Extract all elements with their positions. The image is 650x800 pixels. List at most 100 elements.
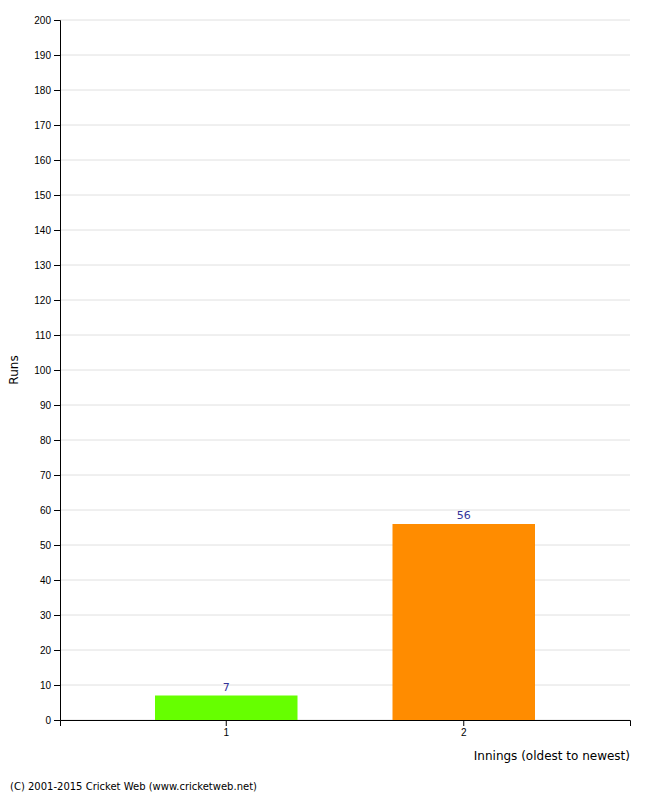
y-tick: 160: [34, 155, 60, 166]
y-axis-title: Runs: [7, 355, 21, 384]
y-axis: 0 10 20 30 40 50 60 70 80 90 100 110 120 130 140 150 160…: [34, 15, 60, 726]
y-tick-label: 10: [40, 680, 52, 691]
grid-line: [60, 265, 630, 266]
y-tick-label: 30: [40, 610, 52, 621]
y-tick-mark: [54, 370, 60, 371]
y-tick-mark: [54, 230, 60, 231]
grid-line: [60, 440, 630, 441]
grid-line: [60, 545, 630, 546]
y-tick-mark: [54, 545, 60, 546]
y-tick: 80: [40, 435, 60, 446]
grid-line: [60, 125, 630, 126]
bar: [393, 524, 536, 720]
y-tick: 200: [34, 15, 60, 26]
y-tick-mark: [54, 405, 60, 406]
y-tick-mark: [54, 615, 60, 616]
y-tick-label: 100: [34, 365, 51, 376]
y-tick-label: 20: [40, 645, 52, 656]
y-tick-mark: [54, 90, 60, 91]
grid: [60, 20, 630, 720]
y-tick-label: 180: [34, 85, 51, 96]
y-tick-label: 70: [40, 470, 52, 481]
chart-svg: 0 10 20 30 40 50 60 70 80 90 100 110 120 130 140 150 160…: [0, 0, 650, 800]
y-tick-mark: [54, 20, 60, 21]
y-tick-label: 190: [34, 50, 51, 61]
y-tick-label: 160: [34, 155, 51, 166]
grid-line: [60, 370, 630, 371]
x-tick: 2: [461, 720, 467, 738]
x-tick: 1: [223, 720, 229, 738]
y-tick: 170: [34, 120, 60, 131]
grid-line: [60, 230, 630, 231]
bars: [155, 524, 535, 720]
data-labels: 7 56: [223, 509, 471, 694]
footnote: (C) 2001-2015 Cricket Web (www.cricketwe…: [10, 781, 257, 792]
y-tick-mark: [54, 440, 60, 441]
y-tick-mark: [54, 160, 60, 161]
y-tick-label: 150: [34, 190, 51, 201]
y-tick-mark: [54, 265, 60, 266]
grid-line: [60, 580, 630, 581]
y-tick-label: 140: [34, 225, 51, 236]
grid-line: [60, 300, 630, 301]
y-tick-label: 80: [40, 435, 52, 446]
y-tick-mark: [54, 720, 60, 721]
data-label: 7: [223, 681, 230, 694]
y-tick-mark: [54, 685, 60, 686]
y-tick: 10: [40, 680, 60, 691]
grid-line: [60, 405, 630, 406]
y-tick-label: 90: [40, 400, 52, 411]
y-tick: 70: [40, 470, 60, 481]
grid-line: [60, 195, 630, 196]
grid-line: [60, 650, 630, 651]
x-tick-label: 1: [223, 727, 229, 738]
grid-line: [60, 55, 630, 56]
y-tick: 20: [40, 645, 60, 656]
y-tick: 100: [34, 365, 60, 376]
bar: [155, 696, 298, 721]
y-tick-label: 200: [34, 15, 51, 26]
y-tick-label: 0: [45, 715, 51, 726]
plot-area: 0 10 20 30 40 50 60 70 80 90 100 110 120 130 140 150 160…: [34, 15, 630, 738]
data-label: 56: [457, 509, 471, 522]
y-tick: 130: [34, 260, 60, 271]
grid-line: [60, 475, 630, 476]
y-tick: 190: [34, 50, 60, 61]
grid-line: [60, 160, 630, 161]
grid-line: [60, 510, 630, 511]
y-axis-line: [54, 21, 61, 721]
y-tick-mark: [54, 335, 60, 336]
y-tick: 110: [35, 330, 60, 341]
y-tick-mark: [54, 510, 60, 511]
x-axis-line: [61, 721, 631, 727]
x-axis: 12: [61, 720, 631, 738]
y-tick-label: 130: [34, 260, 51, 271]
y-tick: 180: [34, 85, 60, 96]
y-tick: 50: [40, 540, 60, 551]
y-tick: 120: [34, 295, 60, 306]
x-tick-label: 2: [461, 727, 467, 738]
y-tick-label: 170: [34, 120, 51, 131]
y-tick-mark: [54, 195, 60, 196]
y-tick-mark: [54, 55, 60, 56]
y-tick-label: 120: [34, 295, 51, 306]
y-tick-label: 40: [40, 575, 52, 586]
grid-line: [60, 20, 630, 21]
y-tick: 40: [40, 575, 60, 586]
x-axis-title: Innings (oldest to newest): [474, 749, 630, 763]
x-tick-mark: [226, 720, 227, 726]
y-tick: 140: [34, 225, 60, 236]
y-tick-label: 60: [40, 505, 52, 516]
y-tick-mark: [54, 650, 60, 651]
y-tick-mark: [54, 475, 60, 476]
y-tick-label: 110: [35, 330, 51, 341]
grid-line: [60, 615, 630, 616]
y-tick-label: 50: [40, 540, 52, 551]
y-tick: 30: [40, 610, 60, 621]
grid-line: [60, 90, 630, 91]
y-tick: 90: [40, 400, 60, 411]
y-tick-mark: [54, 125, 60, 126]
y-tick: 150: [34, 190, 60, 201]
grid-line: [60, 685, 630, 686]
y-tick: 0: [45, 715, 60, 726]
